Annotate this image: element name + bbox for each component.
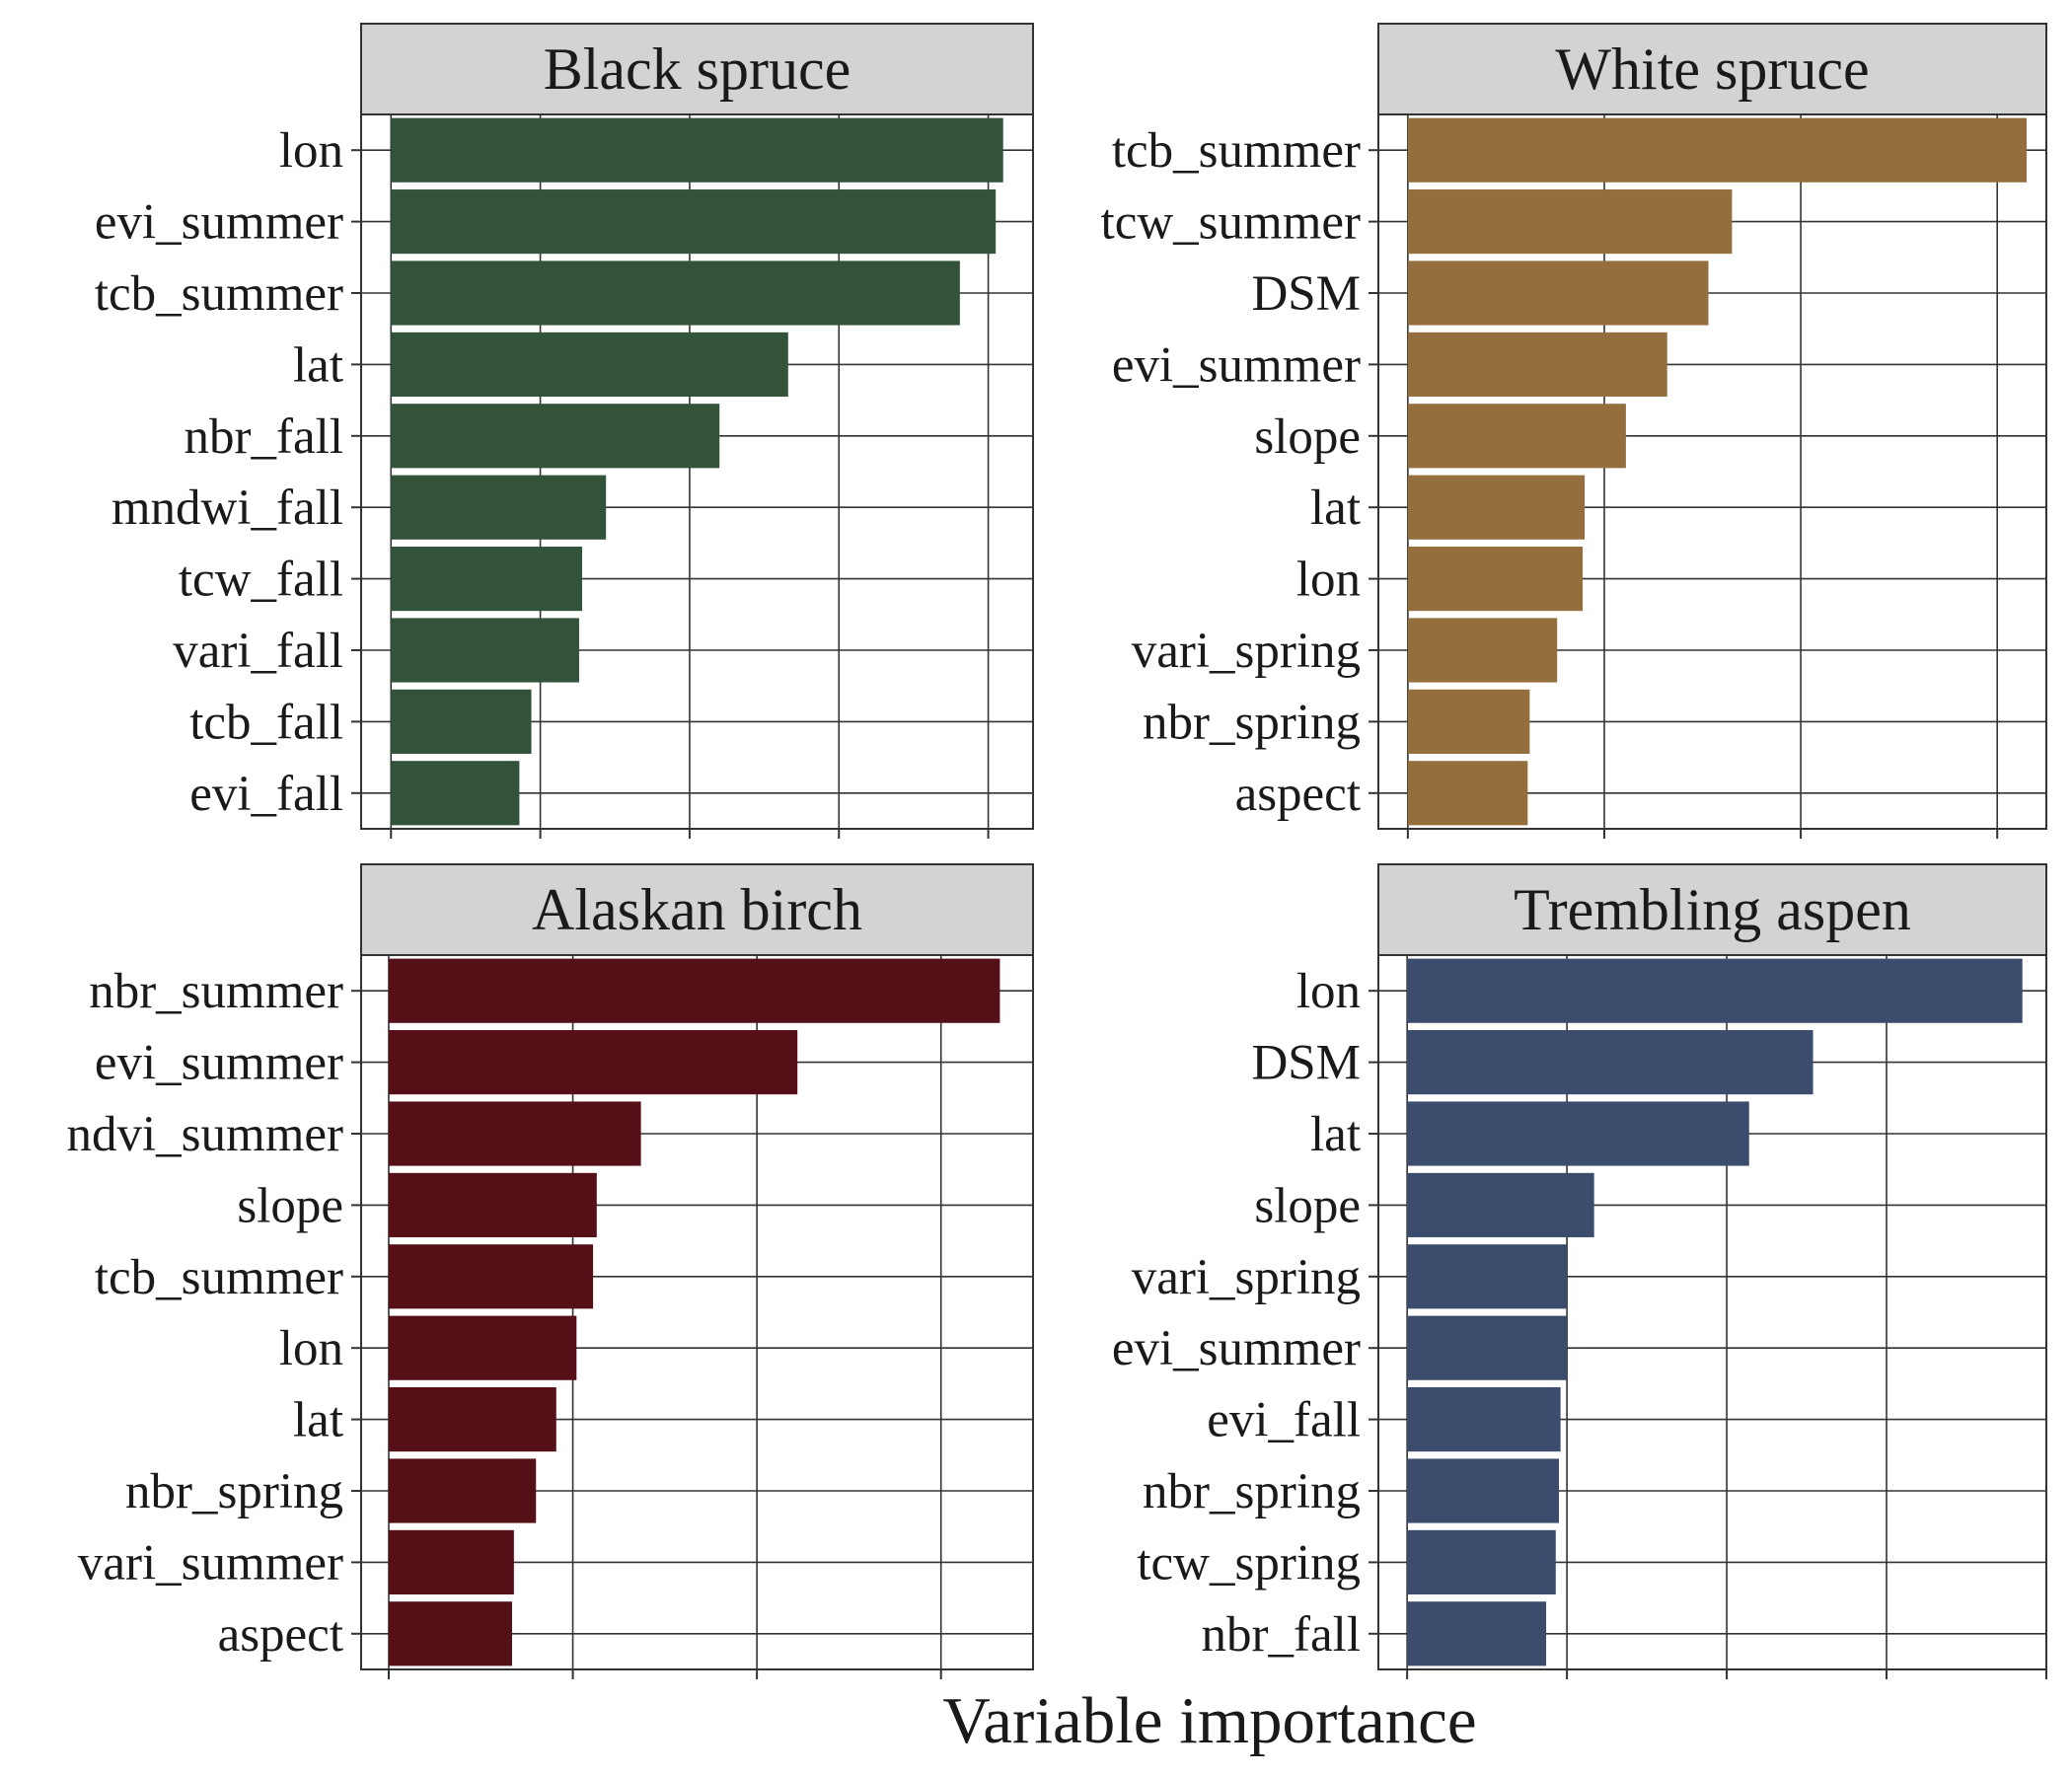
- y-tick-label: evi_summer: [1112, 1321, 1361, 1376]
- bar-nbr_fall: [391, 404, 720, 469]
- bar-evi_summer: [391, 189, 997, 255]
- facet-title: Trembling aspen: [1514, 877, 1911, 942]
- facet-strip: [360, 863, 1034, 956]
- bar-nbr_fall: [1407, 1601, 1547, 1666]
- facet-title: Black spruce: [544, 37, 851, 102]
- y-tick-label: lon: [1296, 964, 1361, 1019]
- y-tick-label: tcw_spring: [1137, 1535, 1361, 1591]
- bar-lat: [388, 1387, 556, 1452]
- bar-evi_summer: [1407, 332, 1667, 397]
- bar-lon: [1407, 958, 2023, 1023]
- y-tick-label: lat: [1310, 481, 1361, 536]
- y-tick-label: evi_fall: [189, 767, 343, 822]
- y-tick-label: slope: [1254, 1178, 1361, 1233]
- bar-evi_fall: [1407, 1387, 1561, 1452]
- y-tick-label: slope: [237, 1178, 343, 1233]
- y-tick-label: nbr_spring: [1143, 1464, 1361, 1519]
- y-tick-label: vari_fall: [173, 624, 343, 679]
- y-tick-label: vari_spring: [1132, 624, 1361, 679]
- bar-lat: [1407, 475, 1586, 540]
- bar-evi_summer: [1407, 1315, 1568, 1380]
- bar-slope: [1407, 404, 1626, 469]
- bar-lat: [391, 332, 788, 397]
- y-tick-label: tcb_fall: [189, 695, 343, 750]
- y-tick-label: lon: [1296, 553, 1361, 608]
- y-tick-label: slope: [1254, 409, 1361, 465]
- bar-nbr_spring: [1407, 689, 1530, 754]
- bar-mndwi_fall: [391, 475, 607, 540]
- bar-nbr_summer: [388, 958, 1000, 1023]
- bar-DSM: [1407, 260, 1709, 326]
- y-tick-label: nbr_summer: [89, 964, 343, 1019]
- y-tick-label: nbr_fall: [1202, 1607, 1361, 1663]
- y-tick-label: aspect: [218, 1607, 343, 1663]
- y-tick-label: lat: [293, 337, 343, 393]
- bar-lat: [1407, 1101, 1749, 1166]
- y-tick-label: vari_spring: [1132, 1250, 1361, 1305]
- bar-evi_summer: [388, 1030, 798, 1095]
- bar-slope: [388, 1172, 597, 1237]
- y-tick-label: tcw_fall: [179, 553, 343, 608]
- bar-aspect: [1407, 761, 1528, 826]
- bar-slope: [1407, 1172, 1594, 1237]
- facet-strip: [1377, 23, 2047, 115]
- y-tick-label: tcb_summer: [95, 1250, 343, 1305]
- bar-evi_fall: [391, 761, 520, 826]
- bar-ndvi_summer: [388, 1101, 641, 1166]
- y-tick-label: DSM: [1251, 266, 1361, 322]
- bar-vari_spring: [1407, 618, 1558, 683]
- y-tick-label: evi_fall: [1207, 1393, 1361, 1448]
- y-tick-label: tcb_summer: [95, 266, 343, 322]
- bar-tcb_summer: [388, 1244, 594, 1309]
- bar-vari_spring: [1407, 1244, 1568, 1309]
- y-tick-label: lon: [279, 1321, 343, 1376]
- facet-panels: Black sprucelonevi_summertcb_summerlatnb…: [67, 23, 2047, 1679]
- y-tick-label: lon: [279, 123, 343, 179]
- y-tick-label: aspect: [1235, 767, 1361, 822]
- y-tick-label: evi_summer: [1112, 337, 1361, 393]
- y-tick-label: DSM: [1251, 1036, 1361, 1091]
- facet-panel-alaskan-birch: Alaskan birch nbr_summer evi_summer ndvi_su…: [67, 863, 1034, 1679]
- bar-vari_summer: [388, 1529, 514, 1594]
- bar-lon: [391, 117, 1003, 183]
- y-tick-label: tcb_summer: [1112, 123, 1361, 179]
- bar-aspect: [388, 1601, 512, 1666]
- bar-lon: [388, 1315, 577, 1380]
- y-tick-label: ndvi_summer: [67, 1107, 343, 1162]
- y-tick-label: evi_summer: [95, 1036, 343, 1091]
- bar-tcb_summer: [1407, 117, 2028, 183]
- y-tick-label: nbr_spring: [125, 1464, 343, 1519]
- facet-title: Alaskan birch: [532, 877, 862, 942]
- y-tick-label: evi_summer: [95, 195, 343, 251]
- y-tick-label: nbr_fall: [185, 409, 343, 465]
- bar-tcw_summer: [1407, 189, 1733, 255]
- bar-tcw_spring: [1407, 1529, 1556, 1594]
- x-axis-label: Variable importance: [942, 1684, 1476, 1757]
- bar-tcb_summer: [391, 260, 960, 326]
- facet-strip: [360, 23, 1034, 115]
- y-tick-label: lat: [1310, 1107, 1361, 1162]
- bar-tcw_fall: [391, 547, 582, 612]
- y-tick-label: mndwi_fall: [111, 481, 343, 536]
- bar-lon: [1407, 547, 1584, 612]
- y-tick-label: lat: [293, 1393, 343, 1448]
- bar-nbr_spring: [388, 1458, 537, 1523]
- y-tick-label: tcw_summer: [1101, 195, 1361, 251]
- facet-panel-trembling-aspen: Trembling aspen lon DSM lat slope vari_spring…: [1112, 863, 2047, 1679]
- bar-vari_fall: [391, 618, 579, 683]
- bar-tcb_fall: [391, 689, 532, 754]
- facet-title: White spruce: [1555, 37, 1869, 102]
- facet-strip: [1377, 863, 2047, 956]
- y-tick-label: vari_summer: [78, 1535, 343, 1591]
- facet-panel-white-spruce: White spruce tcb_summer tcw_summer DSM evi_s…: [1101, 23, 2047, 839]
- y-tick-label: nbr_spring: [1143, 695, 1361, 750]
- bar-nbr_spring: [1407, 1458, 1560, 1523]
- bar-DSM: [1407, 1030, 1813, 1095]
